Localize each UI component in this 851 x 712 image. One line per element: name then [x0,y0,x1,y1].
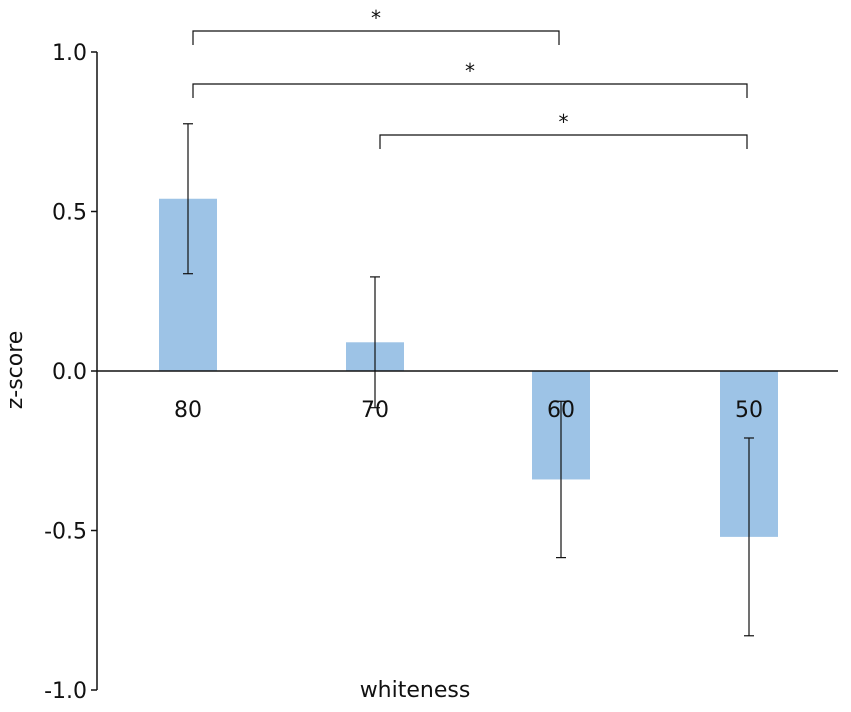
y-tick-label: 1.0 [52,41,87,66]
significance-brackets: * * * [192,6,748,149]
significance-bracket [192,30,560,45]
x-tick-label-60: 60 [547,398,575,423]
significance-bracket [379,134,748,149]
significance-label: * [465,59,475,83]
y-tick-label: -1.0 [44,679,87,704]
y-tick-label: -0.5 [44,520,87,545]
x-tick-label-70: 70 [361,398,389,423]
x-axis-title: whiteness [360,678,471,703]
y-axis-ticks: 1.0 0.5 0.0 -0.5 -1.0 [44,41,97,704]
error-bars-layer [183,123,754,637]
y-tick-label: 0.0 [52,360,87,385]
x-tick-label-80: 80 [174,398,202,423]
x-tick-label-50: 50 [735,398,763,423]
bars-layer [159,198,778,537]
y-tick-label: 0.5 [52,201,87,226]
x-axis-tick-labels: 80 70 60 50 [174,398,763,423]
significance-bracket [192,83,748,98]
y-axis-title: z-score [3,331,28,410]
significance-label: * [559,110,569,134]
significance-label: * [371,6,381,30]
